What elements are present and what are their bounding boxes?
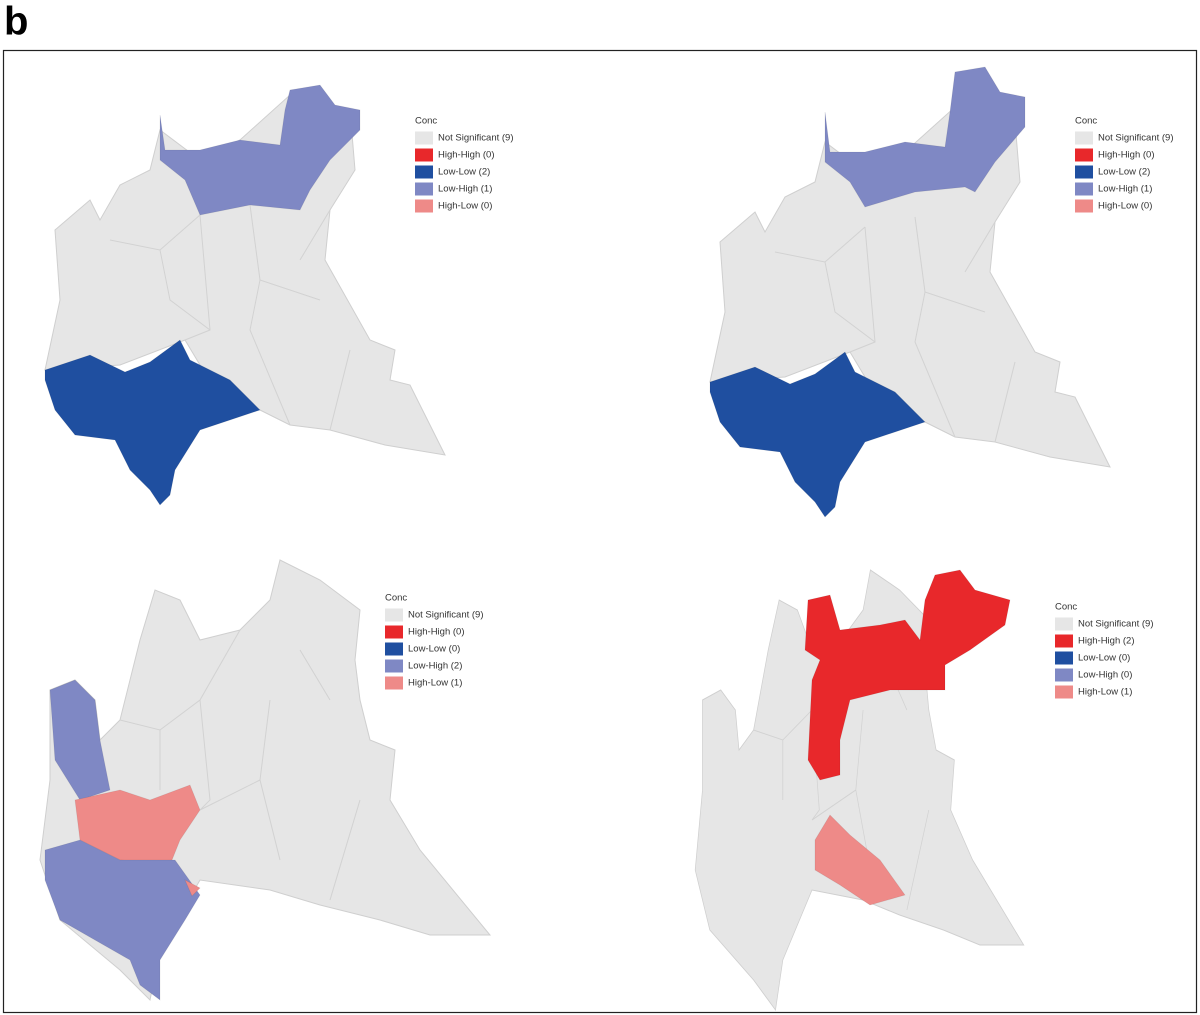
legend-swatch [1055,617,1073,631]
legend-swatch [1075,165,1093,179]
region [49,679,111,801]
frame [2,49,1198,1014]
legend-swatch [1055,634,1073,648]
legend-label: High-Low (1) [408,678,462,689]
legend-swatch [1075,182,1093,196]
region [184,879,201,897]
legend-title: Conc [385,593,407,604]
legend-label: Low-High (1) [1098,184,1152,195]
region [44,339,261,506]
map-bottom-right [694,569,1025,1011]
region [44,839,201,1001]
legend-swatch [1075,148,1093,162]
region [824,66,1026,208]
legend-swatch [385,676,403,690]
legend-swatch [415,182,433,196]
legend-label: Low-High (2) [408,661,462,672]
legend-label: High-High (0) [438,150,495,161]
legend-label: Low-High (0) [1078,670,1132,681]
region [814,814,906,906]
legend-swatch [385,625,403,639]
legend-label: Not Significant (9) [408,610,484,621]
region [159,84,361,216]
legend-swatch [415,131,433,145]
region [709,351,926,518]
legend-label: High-Low (0) [438,201,492,212]
region [804,569,1011,781]
legend-label: High-Low (1) [1078,687,1132,698]
legend-swatch [1055,651,1073,665]
legend-swatch [385,659,403,673]
legend-swatch [1075,199,1093,213]
legend-label: Not Significant (9) [438,133,514,144]
legend-label: Low-Low (0) [1078,653,1130,664]
legend-label: High-Low (0) [1098,201,1152,212]
legend-label: High-High (0) [408,627,465,638]
legend-label: High-High (0) [1098,150,1155,161]
legend-label: High-High (2) [1078,636,1135,647]
legend-swatch [415,148,433,162]
legend-swatch [1055,685,1073,699]
legend-label: Not Significant (9) [1078,619,1154,630]
legend-label: Low-High (1) [438,184,492,195]
legend-label: Low-Low (0) [408,644,460,655]
legend-swatch [385,642,403,656]
legend-swatch [1075,131,1093,145]
panel-label: b [4,0,28,44]
map-top-left [44,84,446,506]
legend-swatch [385,608,403,622]
legend-label: Not Significant (9) [1098,133,1174,144]
map-bottom-left [39,559,491,1001]
legend-swatch [1055,668,1073,682]
legend-swatch [415,199,433,213]
legend-label: Low-Low (2) [1098,167,1150,178]
legend-swatch [415,165,433,179]
legend-title: Conc [1075,116,1097,127]
legend-title: Conc [415,116,437,127]
map-top-right [709,66,1111,518]
legend-title: Conc [1055,602,1077,613]
legend-label: Low-Low (2) [438,167,490,178]
